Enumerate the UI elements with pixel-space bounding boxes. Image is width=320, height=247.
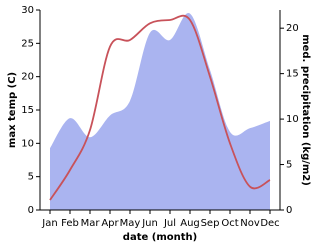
y-tick-label: 5	[28, 172, 34, 183]
temp-line	[49, 14, 271, 201]
x-tick-label: Jan	[41, 218, 57, 229]
y-axis-label: max temp (C)	[7, 72, 18, 148]
precipitation-area	[50, 13, 270, 210]
y-tick-label: 0	[28, 205, 34, 216]
x-tick-label: Feb	[61, 218, 79, 229]
x-tick-label: Oct	[221, 218, 238, 229]
y2-tick-label: 10	[286, 114, 299, 125]
x-tick-label: Sep	[201, 218, 220, 229]
y2-tick-label: 15	[286, 69, 299, 80]
x-tick-label: Jul	[163, 218, 176, 229]
y2-tick-label: 5	[286, 160, 292, 171]
y2-axis-label: med. precipitation (kg/m2)	[300, 34, 311, 186]
y-tick-label: 25	[21, 38, 34, 49]
x-tick-label: Aug	[180, 218, 200, 229]
x-tick-label: Nov	[240, 218, 260, 229]
y2-tick-label: 0	[286, 205, 292, 216]
x-axis-label: date (month)	[123, 232, 197, 243]
y2-tick-label: 20	[286, 23, 299, 34]
y-tick-label: 30	[21, 5, 34, 16]
x-tick-label: May	[120, 218, 141, 229]
y-tick-label: 20	[21, 72, 34, 83]
y-tick-label: 10	[21, 138, 34, 149]
x-tick-label: Apr	[101, 218, 119, 229]
y-tick-label: 15	[21, 105, 34, 116]
x-tick-label: Mar	[81, 218, 101, 229]
x-tick-label: Jun	[141, 218, 158, 229]
x-tick-label: Dec	[260, 218, 279, 229]
